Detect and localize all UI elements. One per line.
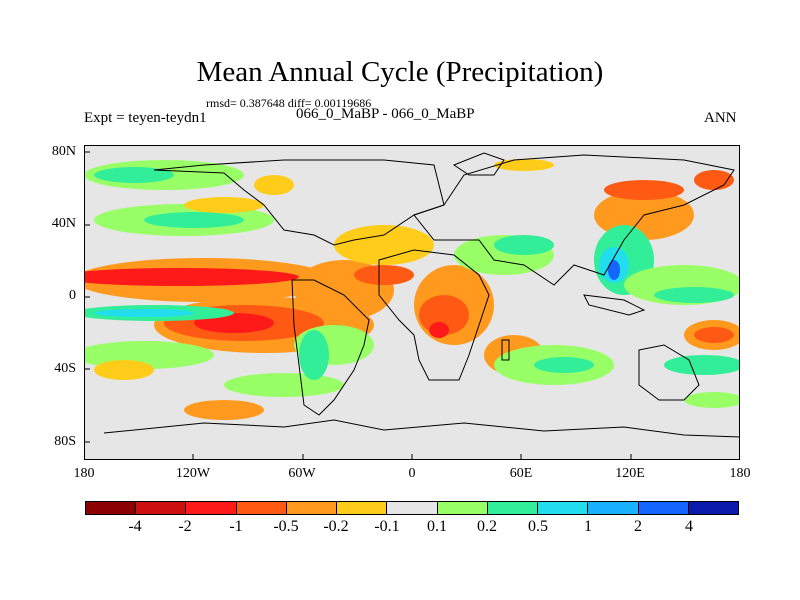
lon-label-60w: 60W [288,466,316,481]
colorbar-box [487,502,539,514]
stats-text: rmsd= 0.387648 diff= 0.00119686 [206,96,372,110]
colorbar-label: 0.5 [528,518,548,535]
colorbar-box [286,502,338,514]
colorbar-box [86,502,137,514]
lon-label-180w: 180 [73,466,95,481]
colorbar-label: 0.1 [427,518,447,535]
colorbar-box [387,502,438,514]
plot-title: Mean Annual Cycle (Precipitation) [196,56,604,88]
colorbar-label: -1 [229,518,243,535]
lon-label-0: 0 [408,466,416,481]
axis-ticks [84,151,632,460]
lat-label-80s: 80S [54,434,76,449]
lat-label-40n: 40N [51,216,76,231]
colorbar-label: 2 [634,518,642,535]
colorbar-box [236,502,287,514]
colorbar-box [588,502,639,514]
lat-label-40s: 40S [54,361,76,376]
colorbar-label: -4 [128,518,142,535]
lat-label-0: 0 [69,288,76,303]
precipitation-map [84,145,740,460]
colorbar-label: -0.2 [323,518,349,535]
lon-label-120e: 120E [615,466,645,481]
colorbar-label: -2 [178,518,192,535]
season-label: ANN [704,110,737,126]
colorbar-box [337,502,388,514]
colorbar-label: 4 [685,518,693,535]
colorbar-box [437,502,488,514]
lon-label-180e: 180 [729,466,751,481]
coastlines [103,152,740,438]
lat-label-80n: 80N [51,144,76,159]
lon-label-120w: 120W [175,466,211,481]
colorbar-box [136,502,187,514]
colorbar [85,501,739,515]
colorbar-label: 1 [584,518,592,535]
colorbar-label: -0.5 [273,518,299,535]
experiment-label: Expt = teyen-teydn1 [84,110,207,126]
colorbar-box [186,502,237,514]
colorbar-label: -0.1 [374,518,400,535]
colorbar-box [688,502,739,514]
comparison-label: 066_0_MaBP - 066_0_MaBP [296,106,475,122]
lon-label-60e: 60E [509,466,533,481]
colorbar-label: 0.2 [477,518,497,535]
colorbar-box [638,502,689,514]
colorbar-box [538,502,589,514]
